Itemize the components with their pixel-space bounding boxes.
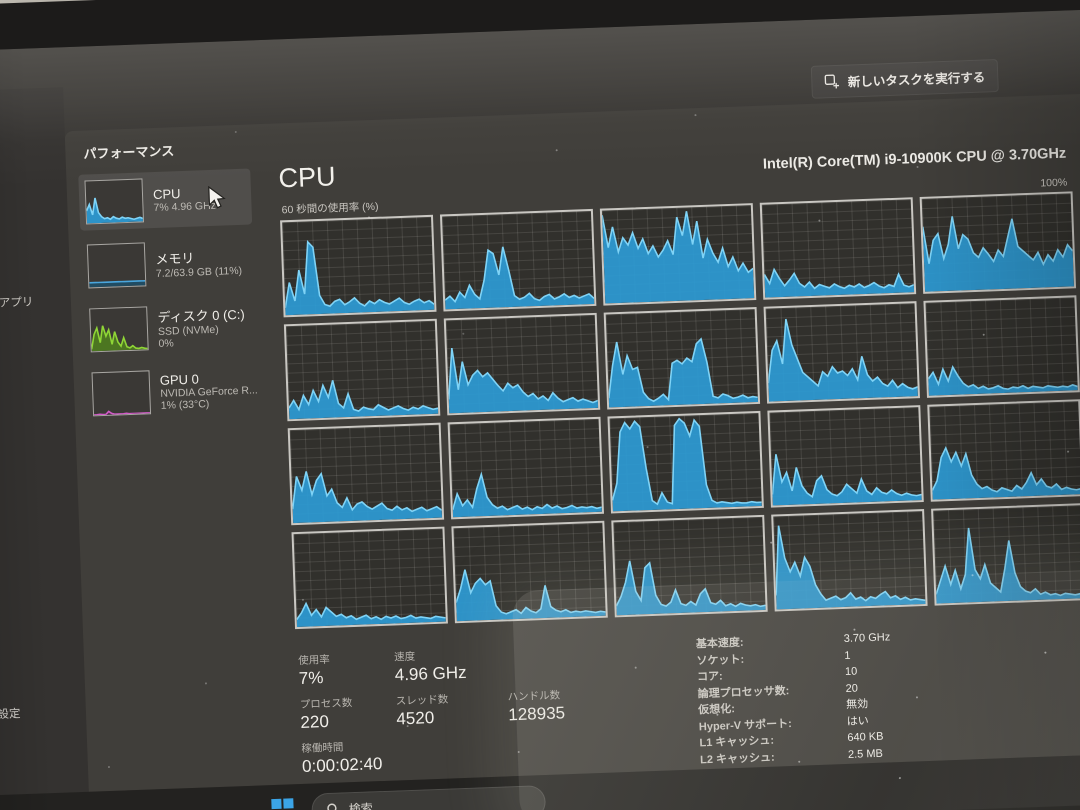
cpu-core-graph-0 — [280, 214, 437, 318]
stat-label: 稼働時間 — [301, 741, 344, 755]
cpu-core-graph-8 — [763, 301, 921, 404]
titlebar: 新しいタスクを実行する — [63, 48, 1080, 131]
sidebar-item-memory[interactable]: メモリ 7.2/63.9 GB (11%) — [81, 232, 255, 294]
sidebar-item-cpu[interactable]: CPU 7% 4.96 GHz — [78, 168, 253, 231]
stat-value: 220 — [300, 711, 330, 732]
windows-logo-icon — [271, 798, 282, 810]
new-task-grid-icon — [825, 74, 840, 88]
stat-value: 0:00:02:40 — [301, 754, 383, 776]
card-sub2: 1% (33°C) — [160, 397, 210, 412]
sidebar-item-gpu0[interactable]: GPU 0 NVIDIA GeForce R... 1% (33°C) — [85, 360, 259, 422]
spec-value: 10 — [844, 665, 858, 678]
nav-item-settings[interactable]: ⚙ 設定 — [0, 704, 21, 723]
cpu-core-graph-19 — [931, 503, 1080, 606]
cpu-core-graph-1 — [439, 208, 597, 312]
disk-mini-graph — [89, 306, 149, 353]
cpu-core-graph-15 — [291, 526, 448, 630]
cpu-core-graph-12 — [607, 410, 764, 514]
spec-value: 20 — [845, 682, 859, 695]
gpu-mini-graph — [91, 370, 152, 417]
cpu-core-graph-4 — [919, 191, 1077, 294]
search-icon — [327, 803, 337, 810]
cpu-core-graph-14 — [927, 399, 1080, 502]
cpu-core-graph-2 — [599, 203, 757, 306]
y-axis-max-label: 100% — [1040, 176, 1068, 190]
card-sub: 7.2/63.9 GB (11%) — [155, 264, 243, 280]
cpu-core-graphs-grid — [280, 191, 1080, 630]
settings-label: 設定 — [0, 707, 21, 721]
card-sub2: 0% — [158, 336, 174, 350]
stat-value: 4520 — [396, 708, 435, 729]
windows-logo-icon — [283, 798, 294, 809]
cpu-core-graph-10 — [287, 422, 445, 526]
cpu-core-graph-16 — [451, 520, 608, 624]
run-new-task-label: 新しいタスクを実行する — [847, 69, 986, 89]
cpu-core-graph-7 — [603, 306, 761, 410]
screen: アプリ ⚙ 設定 新しいタスクを実行する — [0, 8, 1080, 810]
chart-caption: 60 秒間の使用率 (%) — [281, 200, 379, 217]
cpu-specs: 基本速度: 3.70 GHz ソケット: 1 コア: 10 論理プロセッサ数: 20 仮… — [695, 623, 895, 785]
cpu-mini-graph — [84, 178, 145, 225]
taskbar-search[interactable]: 検索 — [311, 785, 547, 810]
spec-value: 1 — [844, 649, 851, 662]
cpu-core-graph-11 — [447, 416, 605, 520]
spec-value: はい — [846, 714, 870, 728]
search-placeholder: 検索 — [348, 801, 373, 810]
windows-taskbar: 検索 — [0, 752, 1080, 810]
spec-value: 2.5 MB — [847, 747, 884, 761]
cpu-core-graph-13 — [767, 405, 924, 508]
performance-panel: パフォーマンス CPU 7% 4.96 GHz — [64, 92, 1080, 792]
cpu-core-graph-9 — [923, 295, 1080, 398]
sidebar-item-disk0[interactable]: ディスク 0 (C:) SSD (NVMe) 0% — [83, 296, 257, 358]
cpu-core-graph-5 — [283, 318, 441, 422]
cpu-core-graph-6 — [443, 312, 601, 416]
start-button[interactable] — [271, 798, 294, 810]
cpu-core-graph-18 — [771, 508, 928, 612]
spec-value: 無効 — [845, 698, 869, 711]
spec-value: 640 KB — [847, 730, 884, 744]
nav-item-apps-partial[interactable]: アプリ — [0, 296, 34, 310]
cpu-core-graph-17 — [611, 514, 768, 618]
stat-value: 128935 — [507, 703, 566, 725]
page-title: CPU — [277, 161, 337, 194]
task-manager-window: 新しいタスクを実行する パフォーマンス CPU 7% 4.96 GHz — [63, 48, 1080, 792]
memory-mini-graph — [86, 242, 147, 289]
cpu-detail-pane: CPU Intel(R) Core(TM) i9-10900K CPU @ 3.… — [250, 132, 1080, 800]
cursor-icon — [208, 185, 226, 209]
spec-value: 3.70 GHz — [843, 631, 891, 646]
run-new-task-button[interactable]: 新しいタスクを実行する — [811, 58, 999, 99]
performance-summary-list: CPU 7% 4.96 GHz メモリ — [78, 164, 273, 806]
cpu-core-graph-3 — [759, 197, 917, 300]
